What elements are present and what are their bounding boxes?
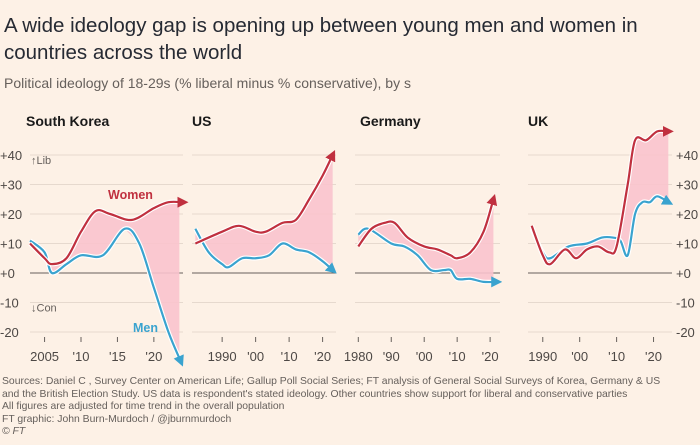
y-tick-label-right: +10 bbox=[676, 237, 698, 252]
x-tick-label: '20 bbox=[482, 349, 499, 364]
gap-area bbox=[358, 199, 494, 282]
footer: Sources: Daniel C , Survey Center on Ame… bbox=[2, 376, 700, 439]
chart-subtitle: Political ideology of 18-29s (% liberal … bbox=[4, 75, 411, 91]
series-line-women bbox=[357, 193, 498, 260]
panel-us: US 1990 '00 '10 '20 bbox=[192, 113, 337, 364]
y-tick-label: +20 bbox=[0, 207, 22, 222]
lib-annotation: ↑Lib bbox=[31, 155, 51, 167]
note-text: All figures are adjusted for time trend … bbox=[2, 401, 285, 412]
panel-germany: Germany 1980 '90 '00 '10 '20 bbox=[344, 113, 503, 364]
x-tick-label: '10 bbox=[608, 349, 625, 364]
y-tick-label-right: +0 bbox=[676, 266, 691, 281]
gap-area bbox=[30, 202, 180, 359]
series-label-men: Men bbox=[133, 321, 158, 335]
sources-text: Sources: Daniel C , Survey Center on Ame… bbox=[2, 376, 661, 387]
series-line-men bbox=[357, 227, 503, 288]
credit-text: FT graphic: John Burn-Murdoch / @jburnmu… bbox=[2, 413, 232, 425]
panel-uk: UK 1990 '00 '10 '20 bbox=[528, 113, 674, 364]
y-tick-label: +10 bbox=[0, 237, 22, 252]
x-tick-label: '90 bbox=[383, 349, 400, 364]
series-line-women bbox=[194, 150, 336, 245]
series-line-women bbox=[29, 196, 189, 266]
x-tick-label: 1990 bbox=[208, 349, 237, 364]
series-line-women bbox=[530, 125, 674, 266]
x-tick-label: 1980 bbox=[344, 349, 373, 364]
series-label-women: Women bbox=[108, 188, 153, 202]
y-tick-label: +30 bbox=[0, 178, 22, 193]
y-tick-label: -20 bbox=[0, 325, 19, 340]
copyright-text: © FT bbox=[2, 426, 26, 437]
y-tick-label: +40 bbox=[0, 148, 22, 163]
x-tick-label: '15 bbox=[109, 349, 126, 364]
x-tick-label: '00 bbox=[247, 349, 264, 364]
x-tick-label: '00 bbox=[416, 349, 433, 364]
series-line-men bbox=[29, 227, 184, 367]
x-tick-label: '10 bbox=[449, 349, 466, 364]
x-tick-label: 2005 bbox=[30, 349, 59, 364]
x-tick-label: 1990 bbox=[528, 349, 557, 364]
series-line-men bbox=[194, 228, 337, 274]
y-tick-label-right: -10 bbox=[676, 296, 695, 311]
con-annotation: ↓Con bbox=[31, 303, 57, 315]
panel-title: Germany bbox=[360, 113, 421, 129]
panel-title: South Korea bbox=[26, 113, 109, 129]
x-tick-label: '20 bbox=[145, 349, 162, 364]
chart-title: A wide ideology gap is opening up betwee… bbox=[4, 14, 638, 64]
gap-area bbox=[531, 131, 669, 265]
y-tick-label: +0 bbox=[0, 266, 15, 281]
y-tick-label-right: +40 bbox=[676, 148, 698, 163]
x-tick-label: '10 bbox=[281, 349, 298, 364]
y-tick-label-right: +20 bbox=[676, 207, 698, 222]
panel-title: UK bbox=[528, 113, 548, 129]
x-tick-label: '10 bbox=[73, 349, 90, 364]
panel-south-korea: South Korea 2005 '10 '15 '20 Women Men bbox=[26, 113, 189, 367]
sources-text-2: and the British Election Study. US data … bbox=[2, 388, 628, 400]
x-tick-label: '20 bbox=[645, 349, 662, 364]
y-tick-label-right: -20 bbox=[676, 325, 695, 340]
gap-area bbox=[195, 155, 333, 271]
x-tick-label: '20 bbox=[314, 349, 331, 364]
y-tick-label: -10 bbox=[0, 296, 19, 311]
y-tick-label-right: +30 bbox=[676, 178, 698, 193]
x-tick-label: '00 bbox=[571, 349, 588, 364]
panel-title: US bbox=[192, 113, 211, 129]
